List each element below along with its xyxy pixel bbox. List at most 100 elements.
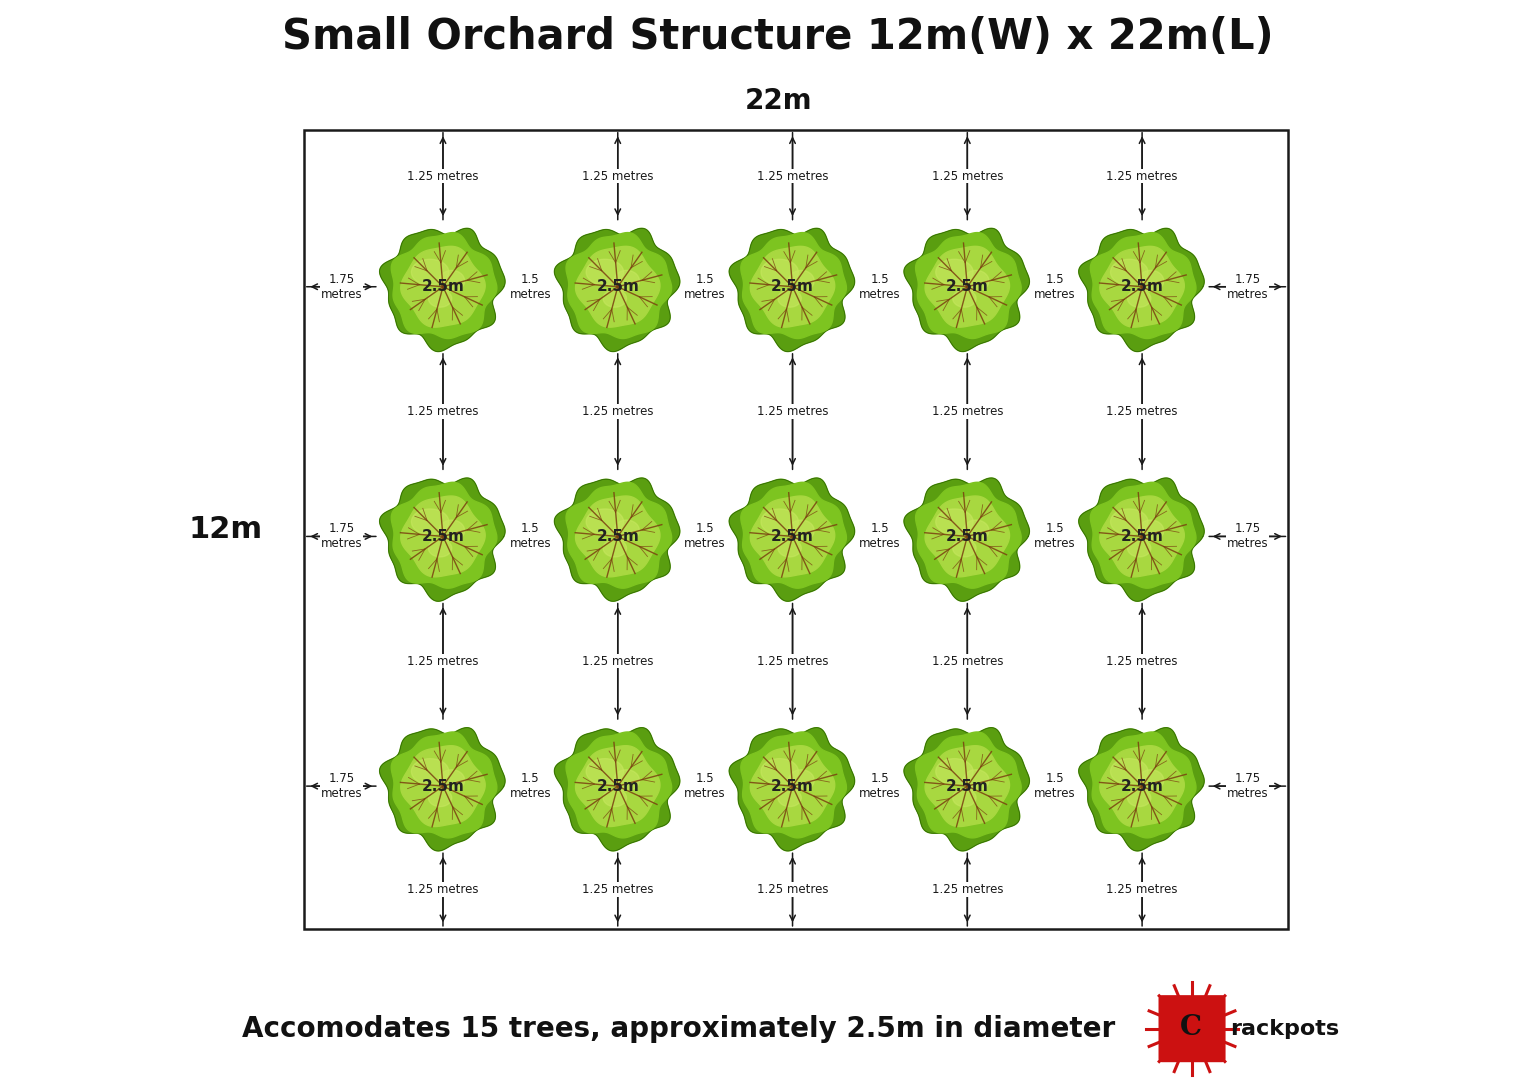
Polygon shape bbox=[1079, 228, 1204, 351]
Polygon shape bbox=[1091, 732, 1196, 838]
Polygon shape bbox=[935, 509, 973, 535]
Text: 2.5m: 2.5m bbox=[596, 779, 639, 794]
Text: 1.75
metres: 1.75 metres bbox=[1227, 273, 1268, 300]
Text: Accomodates 15 trees, approximately 2.5m in diameter: Accomodates 15 trees, approximately 2.5m… bbox=[241, 1015, 1115, 1042]
Text: 1.5
metres: 1.5 metres bbox=[859, 523, 900, 551]
Polygon shape bbox=[400, 246, 486, 327]
Text: C: C bbox=[1180, 1014, 1201, 1041]
Polygon shape bbox=[439, 270, 465, 292]
Text: 1.25 metres: 1.25 metres bbox=[408, 883, 478, 896]
Text: 2.5m: 2.5m bbox=[1120, 280, 1163, 294]
Polygon shape bbox=[963, 770, 989, 791]
Text: 1.75
metres: 1.75 metres bbox=[321, 523, 362, 551]
Polygon shape bbox=[1138, 770, 1164, 791]
Text: 1.5
metres: 1.5 metres bbox=[509, 772, 552, 800]
Bar bbox=[304, 130, 1288, 929]
Polygon shape bbox=[1100, 745, 1184, 826]
Text: 2.5m: 2.5m bbox=[946, 529, 989, 544]
Polygon shape bbox=[750, 745, 834, 826]
Polygon shape bbox=[935, 259, 973, 285]
Polygon shape bbox=[761, 509, 799, 535]
Polygon shape bbox=[952, 539, 976, 557]
Polygon shape bbox=[924, 496, 1010, 577]
Polygon shape bbox=[1100, 496, 1184, 577]
Text: rackpots: rackpots bbox=[1230, 1018, 1340, 1039]
Polygon shape bbox=[428, 789, 452, 807]
Text: 1.5
metres: 1.5 metres bbox=[685, 772, 726, 800]
Text: 1.25 metres: 1.25 metres bbox=[932, 170, 1002, 183]
Polygon shape bbox=[1138, 521, 1164, 541]
Text: 2.5m: 2.5m bbox=[422, 779, 465, 794]
Polygon shape bbox=[788, 521, 814, 541]
Polygon shape bbox=[915, 232, 1021, 338]
Polygon shape bbox=[391, 483, 497, 589]
Polygon shape bbox=[1138, 270, 1164, 292]
Polygon shape bbox=[905, 228, 1030, 351]
Polygon shape bbox=[924, 745, 1010, 826]
Polygon shape bbox=[565, 732, 672, 838]
Polygon shape bbox=[400, 496, 486, 577]
Text: 1.25 metres: 1.25 metres bbox=[756, 170, 828, 183]
Polygon shape bbox=[1091, 232, 1196, 338]
Polygon shape bbox=[604, 539, 626, 557]
Polygon shape bbox=[915, 483, 1021, 589]
Polygon shape bbox=[1128, 539, 1151, 557]
Text: 1.5
metres: 1.5 metres bbox=[685, 523, 726, 551]
Text: 1.5
metres: 1.5 metres bbox=[859, 772, 900, 800]
Text: 1.25 metres: 1.25 metres bbox=[582, 883, 654, 896]
Polygon shape bbox=[924, 246, 1010, 327]
Text: 12m: 12m bbox=[188, 515, 263, 544]
Polygon shape bbox=[1128, 289, 1151, 307]
Polygon shape bbox=[576, 246, 660, 327]
Text: 1.5
metres: 1.5 metres bbox=[1034, 772, 1076, 800]
Polygon shape bbox=[576, 496, 660, 577]
Polygon shape bbox=[741, 232, 847, 338]
Polygon shape bbox=[439, 521, 465, 541]
Text: 1.5
metres: 1.5 metres bbox=[1034, 273, 1076, 300]
Text: 1.25 metres: 1.25 metres bbox=[756, 405, 828, 418]
Polygon shape bbox=[750, 496, 834, 577]
Text: 2.5m: 2.5m bbox=[946, 280, 989, 294]
Text: 22m: 22m bbox=[744, 87, 811, 116]
Polygon shape bbox=[905, 728, 1030, 851]
Polygon shape bbox=[729, 228, 854, 351]
Polygon shape bbox=[963, 521, 989, 541]
Text: 1.5
metres: 1.5 metres bbox=[509, 523, 552, 551]
Polygon shape bbox=[741, 732, 847, 838]
Polygon shape bbox=[915, 732, 1021, 838]
Polygon shape bbox=[761, 259, 799, 285]
Text: 2.5m: 2.5m bbox=[772, 280, 814, 294]
Polygon shape bbox=[400, 745, 486, 826]
Polygon shape bbox=[379, 478, 506, 602]
Text: 1.25 metres: 1.25 metres bbox=[932, 654, 1002, 667]
Text: 1.25 metres: 1.25 metres bbox=[582, 170, 654, 183]
Polygon shape bbox=[587, 509, 623, 535]
Polygon shape bbox=[565, 483, 672, 589]
FancyBboxPatch shape bbox=[1158, 995, 1225, 1063]
Polygon shape bbox=[391, 732, 497, 838]
Polygon shape bbox=[587, 758, 623, 784]
Text: 1.25 metres: 1.25 metres bbox=[932, 883, 1002, 896]
Polygon shape bbox=[604, 289, 626, 307]
Polygon shape bbox=[428, 289, 452, 307]
Text: 1.25 metres: 1.25 metres bbox=[932, 405, 1002, 418]
Text: 1.75
metres: 1.75 metres bbox=[1227, 523, 1268, 551]
Polygon shape bbox=[1111, 509, 1148, 535]
Polygon shape bbox=[391, 232, 497, 338]
Polygon shape bbox=[778, 789, 801, 807]
Polygon shape bbox=[614, 770, 639, 791]
Text: 2.5m: 2.5m bbox=[422, 280, 465, 294]
Polygon shape bbox=[729, 728, 854, 851]
Polygon shape bbox=[1111, 758, 1148, 784]
Text: 1.5
metres: 1.5 metres bbox=[859, 273, 900, 300]
Polygon shape bbox=[952, 289, 976, 307]
Polygon shape bbox=[750, 246, 834, 327]
Polygon shape bbox=[439, 770, 465, 791]
Text: 1.25 metres: 1.25 metres bbox=[1106, 405, 1178, 418]
Polygon shape bbox=[614, 521, 639, 541]
Text: 1.5
metres: 1.5 metres bbox=[1034, 523, 1076, 551]
Text: 2.5m: 2.5m bbox=[772, 529, 814, 544]
Polygon shape bbox=[411, 758, 449, 784]
Text: 1.5
metres: 1.5 metres bbox=[685, 273, 726, 300]
Polygon shape bbox=[411, 259, 449, 285]
